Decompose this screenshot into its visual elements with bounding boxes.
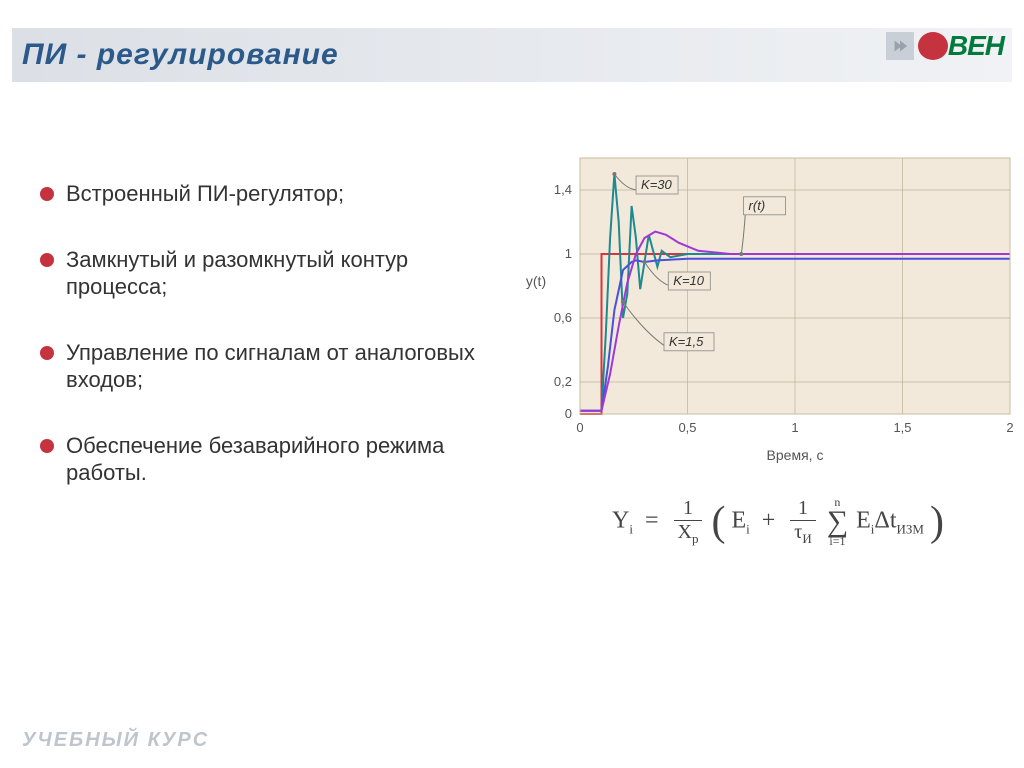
svg-text:0,2: 0,2: [554, 374, 572, 389]
frac1-num: 1: [674, 497, 703, 521]
footer-label: УЧЕБНЫЙ КУРС: [22, 729, 209, 752]
bullet-text: Обеспечение безаварийного режима работы.: [66, 432, 510, 487]
formula-lhs-sub: i: [629, 521, 633, 536]
svg-text:r(t): r(t): [749, 198, 766, 213]
bullet-text: Замкнутый и разомкнутый контур процесса;: [66, 246, 510, 301]
logo-oval-icon: [918, 32, 948, 60]
svg-text:1,5: 1,5: [893, 420, 911, 435]
brand-logo: ВЕН: [886, 30, 1004, 62]
response-chart: 0 0,5 1 1,5 2 0 0,2 0,6 1 1,4 Время, с y(t) K=30 r(t)…: [524, 150, 1014, 475]
bullet-text: Встроенный ПИ-регулятор;: [66, 180, 344, 208]
title-bar: ПИ - регулирование: [12, 28, 1012, 82]
svg-text:0: 0: [576, 420, 583, 435]
svg-text:K=10: K=10: [673, 273, 704, 288]
svg-text:K=30: K=30: [641, 177, 672, 192]
list-item: Замкнутый и разомкнутый контур процесса;: [40, 246, 510, 301]
bullet-list: Встроенный ПИ-регулятор; Замкнутый и раз…: [40, 180, 510, 525]
svg-text:0,5: 0,5: [678, 420, 696, 435]
bullet-icon: [40, 346, 54, 360]
svg-text:Время, с: Время, с: [767, 447, 824, 463]
term1: E: [731, 508, 746, 534]
logo-arrow-icon: [886, 32, 914, 60]
svg-text:0,6: 0,6: [554, 310, 572, 325]
svg-text:2: 2: [1006, 420, 1013, 435]
bullet-icon: [40, 187, 54, 201]
formula-frac2: 1 τИ: [790, 497, 815, 547]
list-item: Встроенный ПИ-регулятор;: [40, 180, 510, 208]
formula-frac1: 1 Xp: [674, 497, 703, 547]
formula-lhs: Y: [612, 508, 629, 534]
list-item: Обеспечение безаварийного режима работы.: [40, 432, 510, 487]
frac1-den: Xp: [674, 521, 703, 547]
logo-text: ВЕН: [948, 30, 1004, 62]
svg-text:y(t): y(t): [526, 273, 546, 289]
page-title: ПИ - регулирование: [22, 38, 339, 72]
bullet-icon: [40, 439, 54, 453]
sigma-icon: n ∑ i=1: [827, 495, 848, 549]
pi-formula: Yi = 1 Xp ( Ei + 1 τИ n ∑ i=1 EiΔtИЗМ ): [612, 495, 944, 549]
list-item: Управление по сигналам от аналоговых вхо…: [40, 339, 510, 394]
svg-text:1: 1: [565, 246, 572, 261]
svg-text:1: 1: [791, 420, 798, 435]
bullet-icon: [40, 253, 54, 267]
bullet-text: Управление по сигналам от аналоговых вхо…: [66, 339, 510, 394]
svg-text:1,4: 1,4: [554, 182, 572, 197]
svg-text:0: 0: [565, 406, 572, 421]
svg-text:K=1,5: K=1,5: [669, 334, 704, 349]
